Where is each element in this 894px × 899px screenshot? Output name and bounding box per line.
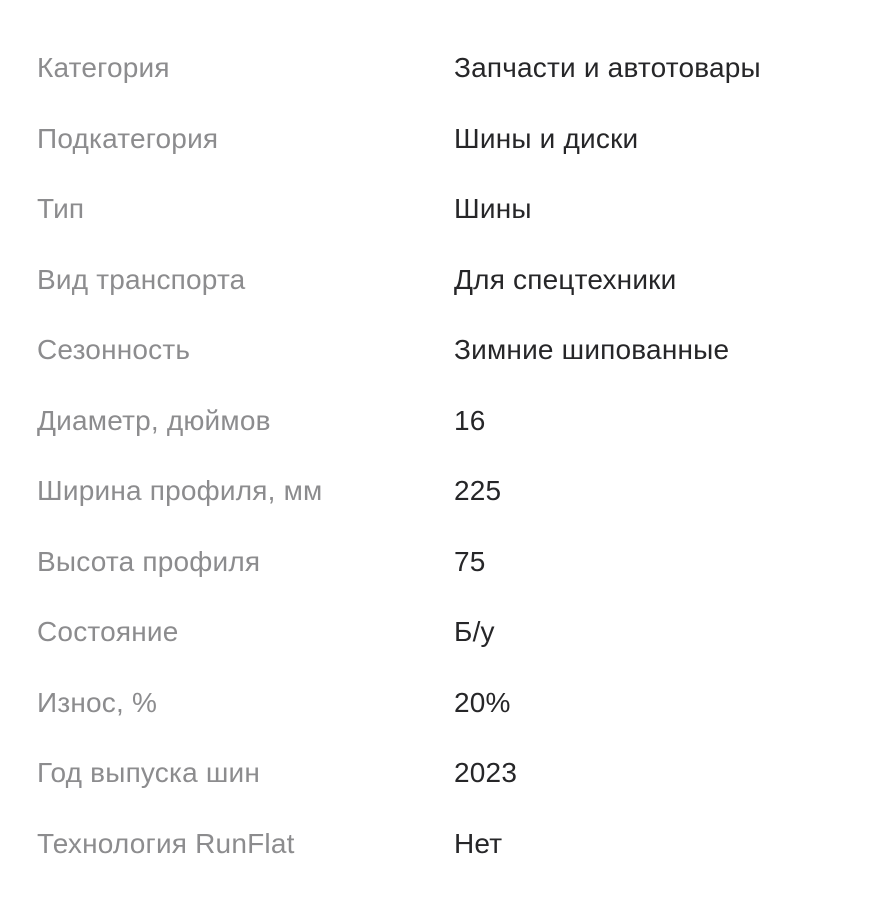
spec-label: Вид транспорта [37, 263, 246, 295]
spec-row: Вид транспорта Для спецтехники [37, 245, 874, 316]
spec-value: Запчасти и автотовары [454, 52, 761, 84]
spec-value: Для спецтехники [454, 263, 677, 295]
spec-table: Категория Запчасти и автотовары Подкатег… [37, 33, 874, 880]
spec-label: Ширина профиля, мм [37, 475, 323, 507]
spec-value: 16 [454, 404, 486, 436]
spec-label: Год выпуска шин [37, 757, 260, 789]
spec-row: Технология RunFlat Нет [37, 809, 874, 880]
spec-row: Состояние Б/у [37, 597, 874, 668]
spec-label: Износ, % [37, 686, 158, 718]
spec-value: 20% [454, 686, 511, 718]
spec-row: Сезонность Зимние шипованные [37, 315, 874, 386]
spec-label: Категория [37, 52, 170, 84]
spec-label: Технология RunFlat [37, 827, 295, 859]
spec-row: Ширина профиля, мм 225 [37, 456, 874, 527]
spec-row: Износ, % 20% [37, 668, 874, 739]
spec-row: Год выпуска шин 2023 [37, 738, 874, 809]
spec-value: Б/у [454, 616, 495, 648]
spec-row: Высота профиля 75 [37, 527, 874, 598]
spec-row: Подкатегория Шины и диски [37, 104, 874, 175]
spec-value: 75 [454, 545, 486, 577]
spec-label: Сезонность [37, 334, 191, 366]
spec-value: Шины [454, 193, 532, 225]
spec-row: Категория Запчасти и автотовары [37, 33, 874, 104]
spec-label: Диаметр, дюймов [37, 404, 271, 436]
spec-label: Состояние [37, 616, 179, 648]
spec-label: Высота профиля [37, 545, 261, 577]
spec-value: 225 [454, 475, 502, 507]
spec-label: Подкатегория [37, 122, 219, 154]
spec-value: Нет [454, 827, 503, 859]
spec-value: 2023 [454, 757, 518, 789]
spec-value: Зимние шипованные [454, 334, 730, 366]
spec-row: Диаметр, дюймов 16 [37, 386, 874, 457]
spec-row: Тип Шины [37, 174, 874, 245]
spec-label: Тип [37, 193, 85, 225]
spec-value: Шины и диски [454, 122, 639, 154]
